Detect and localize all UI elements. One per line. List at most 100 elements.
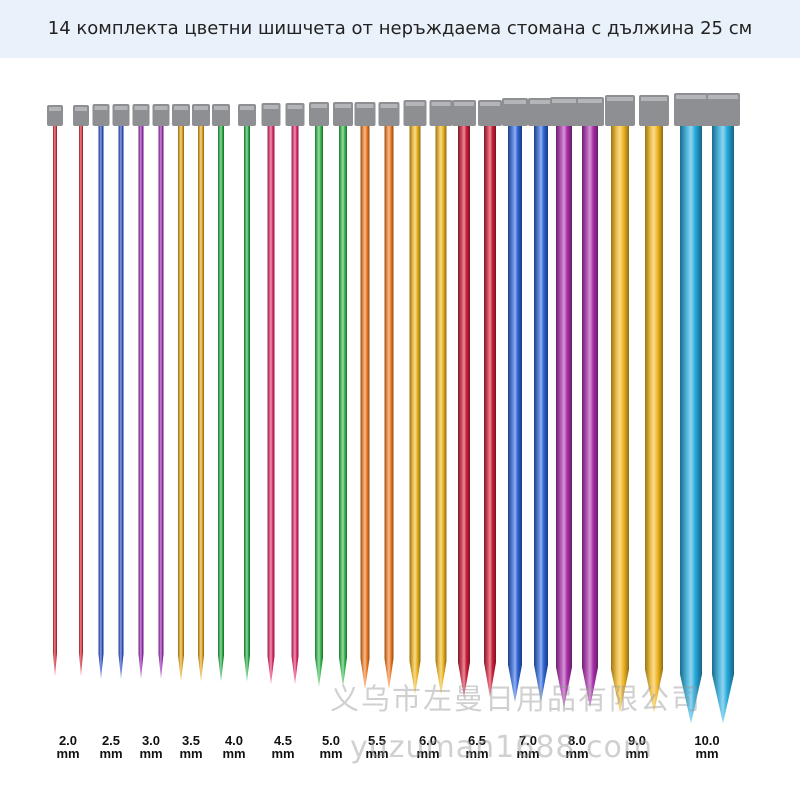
needle-end-cap: [706, 93, 740, 126]
needle-2-5-2: [112, 104, 130, 679]
needle-shaft: [435, 110, 447, 695]
needle-shaft: [315, 110, 323, 687]
needle-shaft: [138, 110, 144, 679]
cap-highlight: [504, 100, 526, 104]
cap-highlight: [607, 97, 633, 101]
needle-shaft: [534, 110, 548, 703]
needle-shaft: [98, 110, 104, 679]
needle-3-0-1: [132, 104, 150, 679]
cap-highlight: [214, 106, 228, 110]
needle-5-5-2: [378, 102, 400, 690]
cap-highlight: [263, 105, 279, 109]
needle-end-cap: [528, 98, 554, 126]
needle-shaft: [508, 110, 522, 703]
needle-6-5-1: [452, 100, 476, 698]
needle-shaft: [409, 110, 421, 695]
cap-highlight: [641, 97, 667, 101]
needle-7-0-1: [502, 98, 528, 703]
cap-highlight: [530, 100, 552, 104]
needle-10-0-1: [674, 93, 708, 724]
needle-shaft: [645, 110, 663, 713]
needle-shaft: [458, 110, 470, 698]
title-bar: [0, 0, 800, 58]
needle-6-0-1: [403, 100, 427, 695]
watermark-company: 义乌市左曼日用品有限公司: [330, 682, 703, 716]
needle-shaft: [680, 110, 702, 724]
needle-shaft: [556, 110, 572, 708]
needle-end-cap: [478, 100, 502, 126]
cap-highlight: [194, 106, 208, 110]
cap-highlight: [94, 106, 108, 110]
needle-4-5-2: [285, 103, 305, 685]
needle-shaft: [267, 110, 275, 685]
needle-end-cap: [639, 95, 669, 126]
needle-9-0-2: [639, 95, 669, 713]
needle-2-5-1: [92, 104, 110, 679]
needle-4-0-2: [238, 104, 256, 682]
needle-shaft: [611, 110, 629, 713]
needle-shaft: [291, 110, 299, 685]
needle-end-cap: [429, 100, 453, 126]
cap-highlight: [380, 104, 398, 108]
needle-shaft: [712, 110, 734, 724]
needle-end-cap: [674, 93, 708, 126]
needle-shaft: [244, 110, 250, 682]
cap-highlight: [174, 106, 188, 110]
needle-6-0-2: [429, 100, 453, 695]
needle-9-0-1: [605, 95, 635, 713]
needle-end-cap: [452, 100, 476, 126]
needle-shaft: [384, 110, 394, 690]
needle-8-0-1: [550, 97, 578, 708]
cap-highlight: [311, 104, 327, 108]
needle-shaft: [339, 110, 347, 687]
needle-end-cap: [502, 98, 528, 126]
needle-5-0-2: [333, 102, 353, 687]
cap-highlight: [240, 106, 254, 110]
cap-highlight: [75, 107, 87, 111]
needle-4-5-1: [261, 103, 281, 685]
needle-shaft: [118, 110, 124, 679]
cap-highlight: [134, 106, 148, 110]
needle-3-5-1: [172, 104, 190, 682]
needle-shaft: [178, 110, 184, 682]
needle-shaft: [484, 110, 496, 698]
cap-highlight: [405, 102, 425, 106]
cap-highlight: [552, 99, 576, 103]
needle-shaft: [360, 110, 370, 690]
cap-highlight: [114, 106, 128, 110]
cap-highlight: [431, 102, 451, 106]
needle-end-cap: [605, 95, 635, 126]
cap-highlight: [578, 99, 602, 103]
needle-3-5-2: [192, 104, 210, 682]
cap-highlight: [676, 95, 706, 99]
needle-end-cap: [550, 97, 578, 126]
needle-end-cap: [403, 100, 427, 126]
cap-highlight: [154, 106, 168, 110]
needle-2-0-2: [73, 105, 89, 677]
needle-4-0-1: [212, 104, 230, 682]
needle-end-cap: [576, 97, 604, 126]
needle-5-0-1: [309, 102, 329, 687]
needle-shaft: [198, 110, 204, 682]
watermark-url: yuzuman1688.com: [350, 730, 654, 765]
cap-highlight: [480, 102, 500, 106]
needle-6-5-2: [478, 100, 502, 698]
needle-5-5-1: [354, 102, 376, 690]
cap-highlight: [708, 95, 738, 99]
needle-shaft: [53, 110, 57, 677]
cap-highlight: [287, 105, 303, 109]
needle-shaft: [79, 110, 83, 677]
needle-shaft: [582, 110, 598, 708]
cap-highlight: [454, 102, 474, 106]
needle-2-0-1: [47, 105, 63, 677]
page-title: 14 комплекта цветни шишчета от неръждаем…: [47, 18, 753, 39]
needle-7-0-2: [528, 98, 554, 703]
cap-highlight: [356, 104, 374, 108]
needle-8-0-2: [576, 97, 604, 708]
needle-3-0-2: [152, 104, 170, 679]
cap-highlight: [335, 104, 351, 108]
needle-shaft: [158, 110, 164, 679]
needle-shaft: [218, 110, 224, 682]
needle-10-0-2: [706, 93, 740, 724]
